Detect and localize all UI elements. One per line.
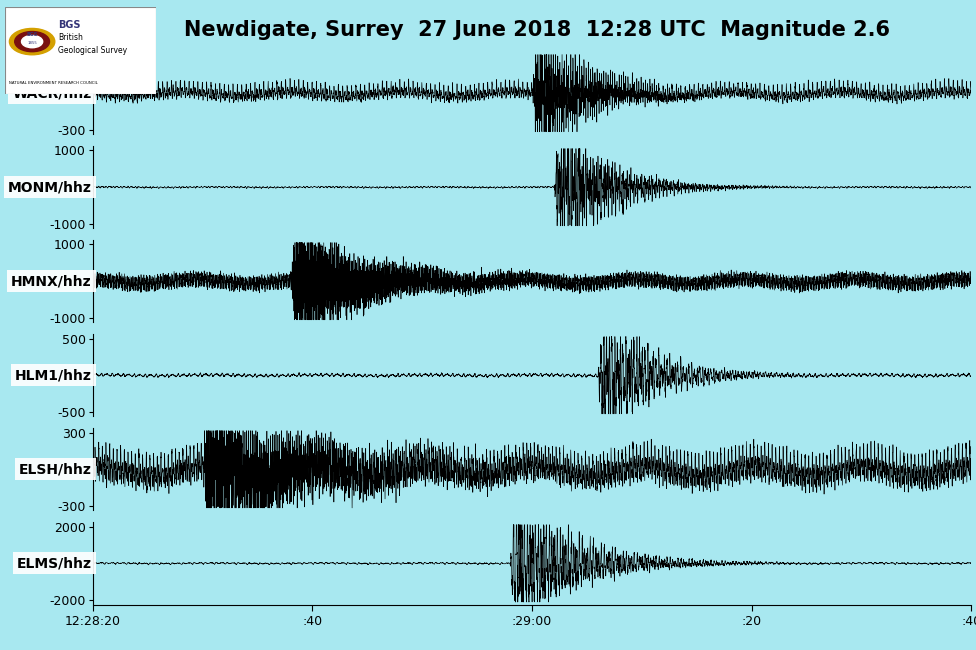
Text: WACR/hhz: WACR/hhz [13, 86, 92, 100]
Text: 1855: 1855 [27, 42, 37, 46]
Text: NATURAL ENVIRONMENT RESEARCH COUNCIL: NATURAL ENVIRONMENT RESEARCH COUNCIL [10, 81, 99, 86]
Text: Newdigate, Surrey  27 June 2018  12:28 UTC  Magnitude 2.6: Newdigate, Surrey 27 June 2018 12:28 UTC… [183, 20, 890, 40]
Circle shape [10, 29, 55, 55]
Text: BGS: BGS [26, 32, 38, 37]
Circle shape [15, 31, 50, 52]
Text: HLM1/hhz: HLM1/hhz [15, 369, 92, 382]
Text: British: British [58, 33, 83, 42]
Text: MONM/hhz: MONM/hhz [8, 180, 92, 194]
Text: ELSH/hhz: ELSH/hhz [19, 462, 92, 476]
Text: ELMS/hhz: ELMS/hhz [17, 556, 92, 570]
Text: BGS: BGS [58, 20, 80, 30]
Text: HMNX/hhz: HMNX/hhz [11, 274, 92, 288]
Text: Geological Survey: Geological Survey [58, 46, 127, 55]
Circle shape [21, 36, 43, 47]
